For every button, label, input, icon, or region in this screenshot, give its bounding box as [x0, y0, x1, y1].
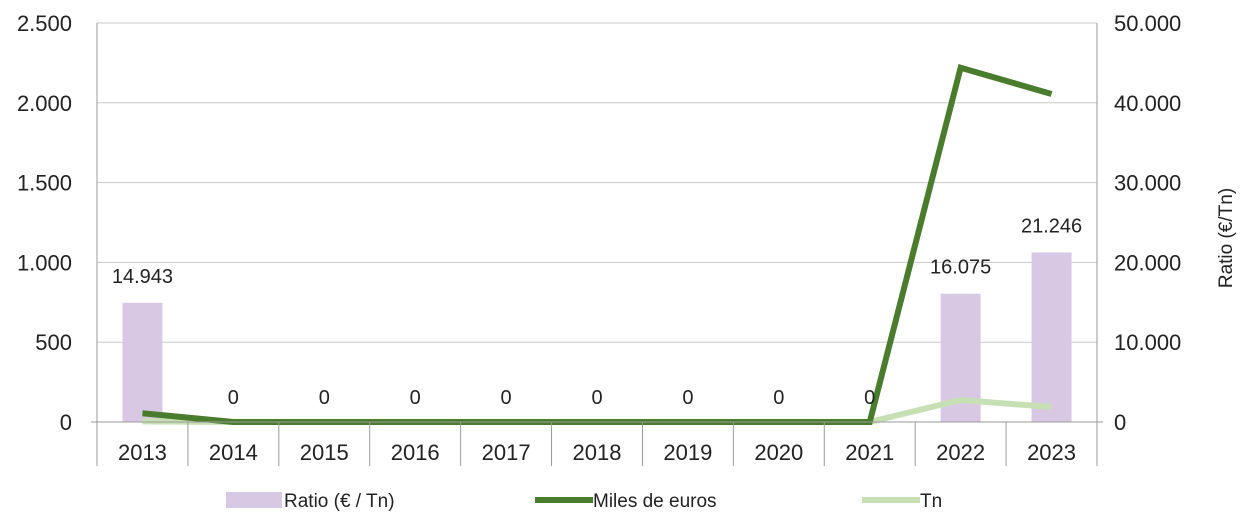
y-right-tick-label: 10.000 [1114, 330, 1181, 355]
y-left-tick-label: 500 [35, 330, 72, 355]
y-right-axis-title: Ratio (€/Tn) [1216, 188, 1237, 288]
bar-data-label: 0 [410, 387, 421, 409]
x-tick-label: 2020 [754, 440, 803, 465]
bar-data-label: 0 [591, 387, 602, 409]
y-left-tick-label: 2.000 [17, 91, 72, 116]
bar [1031, 252, 1072, 422]
x-tick-label: 2014 [209, 440, 258, 465]
x-tick-label: 2019 [663, 440, 712, 465]
bar-series [122, 252, 1072, 422]
bar-data-label: 0 [773, 387, 784, 409]
x-tick-label: 2017 [482, 440, 531, 465]
bar-data-label: 0 [228, 387, 239, 409]
x-tick-label: 2021 [845, 440, 894, 465]
legend-label: Ratio (€ / Tn) [284, 491, 395, 512]
x-tick-label: 2016 [391, 440, 440, 465]
y-right-tick-label: 20.000 [1114, 250, 1181, 275]
legend-label: Tn [920, 491, 942, 512]
bar-data-label: 0 [682, 387, 693, 409]
data-labels: 14.943 0 0 0 0 0 0 0 0 16.075 21.246 [112, 215, 1082, 409]
y-right-tick-label: 30.000 [1114, 171, 1181, 196]
y-left-tick-label: 1.500 [17, 171, 72, 196]
bar-data-label: 14.943 [112, 266, 173, 288]
x-tick-label: 2013 [118, 440, 167, 465]
legend-swatch-bar [226, 492, 282, 508]
x-tick-label: 2023 [1027, 440, 1076, 465]
legend-label: Miles de euros [593, 491, 717, 512]
line-miles-de-euros [142, 63, 1053, 425]
bar-data-label: 21.246 [1021, 215, 1082, 237]
line-series [142, 63, 1053, 425]
bar-data-label: 16.075 [930, 257, 991, 279]
y-left-tick-label: 1.000 [17, 250, 72, 275]
y-left-tick-label: 0 [60, 410, 72, 435]
bar-data-label: 0 [864, 387, 875, 409]
gridlines [97, 22, 1097, 343]
bar-data-label: 0 [319, 387, 330, 409]
x-tick-label: 2022 [936, 440, 985, 465]
y-right-tick-label: 0 [1114, 410, 1126, 435]
legend: Ratio (€ / Tn) Miles de euros Tn [226, 491, 942, 512]
y-right-tick-label: 50.000 [1114, 11, 1181, 36]
axes: 0 500 1.000 1.500 2.000 2.500 0 10.000 20.000 30.… [17, 11, 1181, 466]
x-tick-label: 2018 [573, 440, 622, 465]
bar [122, 302, 163, 422]
x-tick-label: 2015 [300, 440, 349, 465]
bar-data-label: 0 [501, 387, 512, 409]
y-left-tick-label: 2.500 [17, 11, 72, 36]
y-right-tick-label: 40.000 [1114, 91, 1181, 116]
